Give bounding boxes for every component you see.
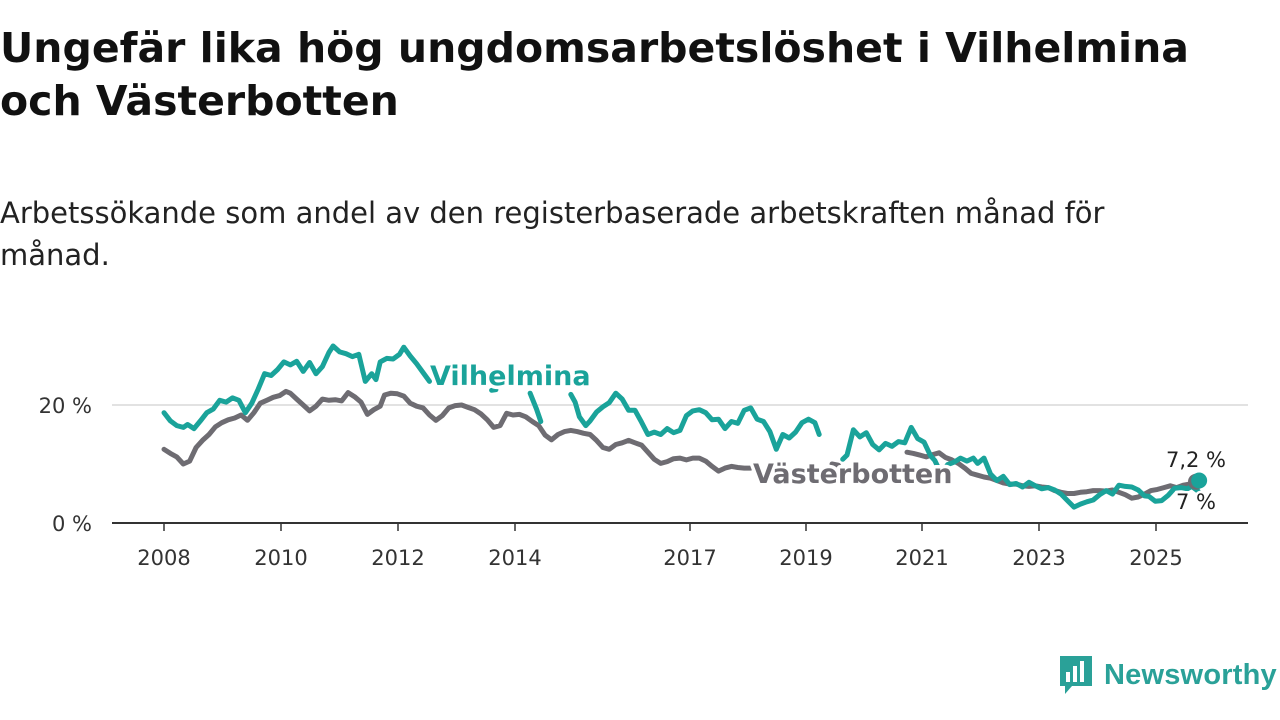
end-label-vilhelmina: 7,2 %: [1166, 448, 1226, 472]
series-labels: Vilhelmina Västerbotten 7,2 % 7 %: [427, 358, 1229, 517]
x-tick-label: 2021: [895, 546, 948, 570]
series-lines: [161, 343, 1208, 510]
x-tick-label: 2017: [663, 546, 716, 570]
end-label-vasterbotten: 7 %: [1176, 490, 1216, 514]
series-line-vilhelmina: [840, 424, 1201, 510]
brand-name: Newsworthy: [1104, 658, 1277, 691]
axes: 0 % 20 % 2008 2010 2012 2014 2017 2019 2021 2023 2…: [39, 394, 1248, 570]
series-line-vilhelmina: [527, 390, 544, 424]
series-label-vilhelmina: Vilhelmina: [430, 361, 591, 392]
x-tick-label: 2023: [1012, 546, 1065, 570]
y-tick-label: 20 %: [39, 394, 92, 418]
x-tick-label: 2012: [371, 546, 424, 570]
series-label-vasterbotten: Västerbotten: [753, 459, 952, 490]
series-line-vasterbotten: [829, 461, 841, 468]
series-line-vilhelmina: [568, 390, 822, 452]
x-tick-label: 2008: [137, 546, 190, 570]
y-tick-label: 0 %: [52, 512, 92, 536]
chart-title: Ungefär lika hög ungdomsarbetslöshet i V…: [0, 24, 1189, 125]
bar-chart-speech-bubble-icon: [1060, 656, 1092, 694]
x-tick-label: 2010: [254, 546, 307, 570]
x-tick-label: 2014: [488, 546, 541, 570]
x-tick-label: 2025: [1129, 546, 1182, 570]
series-line-vilhelmina: [489, 387, 499, 393]
series-line-vasterbotten: [161, 388, 754, 474]
end-point-vilhelmina: [1191, 472, 1208, 489]
x-tick-label: 2019: [779, 546, 832, 570]
series-line-vilhelmina: [161, 343, 432, 432]
newsworthy-logo: Newsworthy: [1058, 654, 1277, 696]
chart-subtitle: Arbetssökande som andel av den registerb…: [0, 196, 1105, 272]
